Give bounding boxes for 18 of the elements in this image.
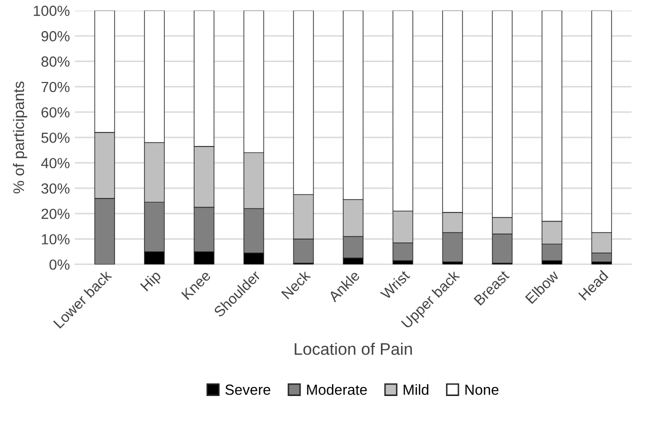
y-tick-label: 20% [42,208,70,220]
x-tick-label: Hip [140,270,164,294]
legend-label: Moderate [307,384,367,395]
y-axis-title: % of participants [12,82,28,194]
legend-label: None [465,384,498,395]
y-tick-label: 90% [42,31,70,42]
y-tick-label: 40% [41,158,70,168]
x-axis-title: Location of Pain [294,342,412,355]
y-tick-label: 10% [42,234,70,244]
y-tick-label: 50% [41,132,70,143]
y-tick-label: 60% [42,107,70,118]
y-tick-label: 70% [42,82,70,92]
y-tick-label: 30% [41,183,70,194]
legend-label: Severe [225,384,270,395]
legend-label: Mild [404,384,428,395]
y-tick-label: 0% [49,259,70,270]
y-tick-label: 80% [41,56,70,67]
y-tick-label: 100% [34,6,70,16]
